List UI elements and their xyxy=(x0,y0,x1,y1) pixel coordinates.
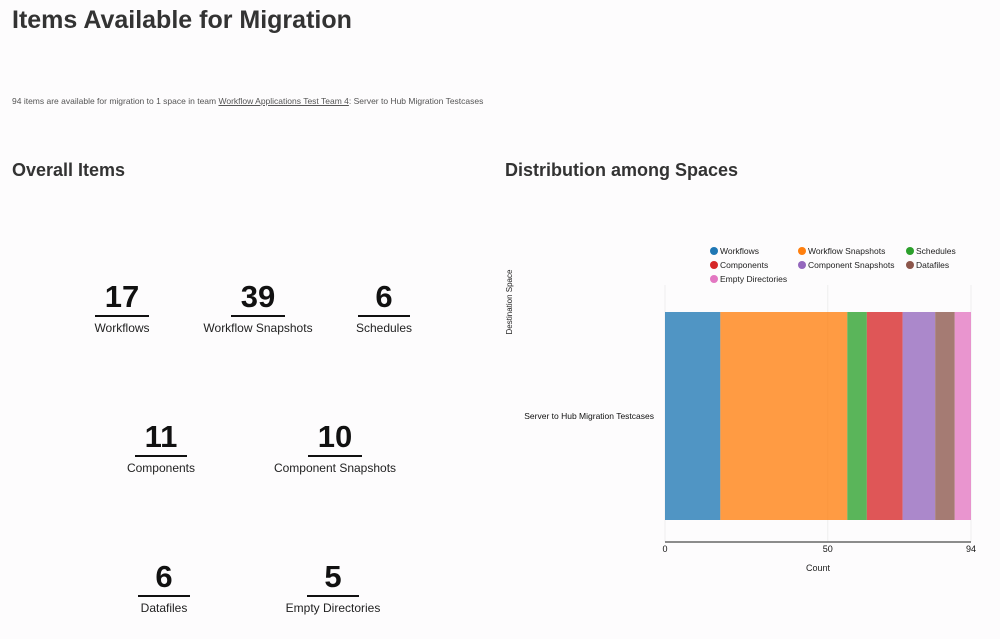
stat-value: 6 xyxy=(358,279,410,317)
legend-label: Empty Directories xyxy=(720,274,787,284)
legend-marker xyxy=(906,247,914,255)
x-tick-label: 50 xyxy=(823,544,833,554)
stat-workflow-snapshots: 39 Workflow Snapshots xyxy=(178,279,338,335)
stat-schedules: 6 Schedules xyxy=(304,279,464,335)
bar-segment-workflow-snapshots xyxy=(720,312,848,520)
stat-label: Datafiles xyxy=(140,601,188,615)
bar-segment-empty-directories xyxy=(954,312,971,520)
stat-datafiles: 6 Datafiles xyxy=(84,559,244,615)
stat-component-snapshots: 10 Component Snapshots xyxy=(255,419,415,475)
bar-segment-component-snapshots xyxy=(902,312,936,520)
legend-label: Datafiles xyxy=(916,260,949,270)
stat-value: 5 xyxy=(307,559,359,597)
stat-value: 17 xyxy=(94,279,150,317)
legend-label: Workflows xyxy=(720,246,759,256)
summary-suffix: : Server to Hub Migration Testcases xyxy=(348,96,484,106)
stat-value: 6 xyxy=(138,559,190,597)
legend-label: Schedules xyxy=(916,246,956,256)
stat-label: Empty Directories xyxy=(285,601,381,615)
summary-text: 94 items are available for migration to … xyxy=(12,96,483,106)
team-link[interactable]: Workflow Applications Test Team 4 xyxy=(218,96,349,106)
bar-segment-schedules xyxy=(847,312,867,520)
legend-label: Component Snapshots xyxy=(808,260,894,270)
x-tick-label: 94 xyxy=(966,544,976,554)
stat-label: Workflows xyxy=(94,321,150,335)
stat-value: 10 xyxy=(307,419,363,457)
summary-prefix: 94 items are available for migration to … xyxy=(12,96,219,106)
bar-segment-workflows xyxy=(665,312,721,520)
bar-segment-datafiles xyxy=(935,312,955,520)
stat-label: Components xyxy=(126,461,196,475)
x-tick-label: 0 xyxy=(662,544,667,554)
stat-empty-directories: 5 Empty Directories xyxy=(253,559,413,615)
x-axis-label: Count xyxy=(806,563,831,573)
legend-marker xyxy=(710,275,718,283)
stat-workflows: 17 Workflows xyxy=(42,279,202,335)
stat-label: Schedules xyxy=(355,321,413,335)
y-tick-label: Server to Hub Migration Testcases xyxy=(524,411,654,421)
stat-value: 39 xyxy=(230,279,286,317)
y-axis-label: Destination Space xyxy=(505,269,514,334)
overall-items-heading: Overall Items xyxy=(12,160,126,180)
stat-value: 11 xyxy=(134,419,188,457)
stat-label: Component Snapshots xyxy=(273,461,397,475)
legend-marker xyxy=(710,261,718,269)
legend-label: Workflow Snapshots xyxy=(808,246,885,256)
bar-segment-components xyxy=(866,312,903,520)
distribution-heading: Distribution among Spaces xyxy=(505,160,739,180)
stat-label: Workflow Snapshots xyxy=(203,321,313,335)
legend-marker xyxy=(798,261,806,269)
stat-components: 11 Components xyxy=(81,419,241,475)
legend-marker xyxy=(906,261,914,269)
legend-marker xyxy=(710,247,718,255)
legend-marker xyxy=(798,247,806,255)
legend-label: Components xyxy=(720,260,768,270)
page-title: Items Available for Migration xyxy=(12,6,352,34)
